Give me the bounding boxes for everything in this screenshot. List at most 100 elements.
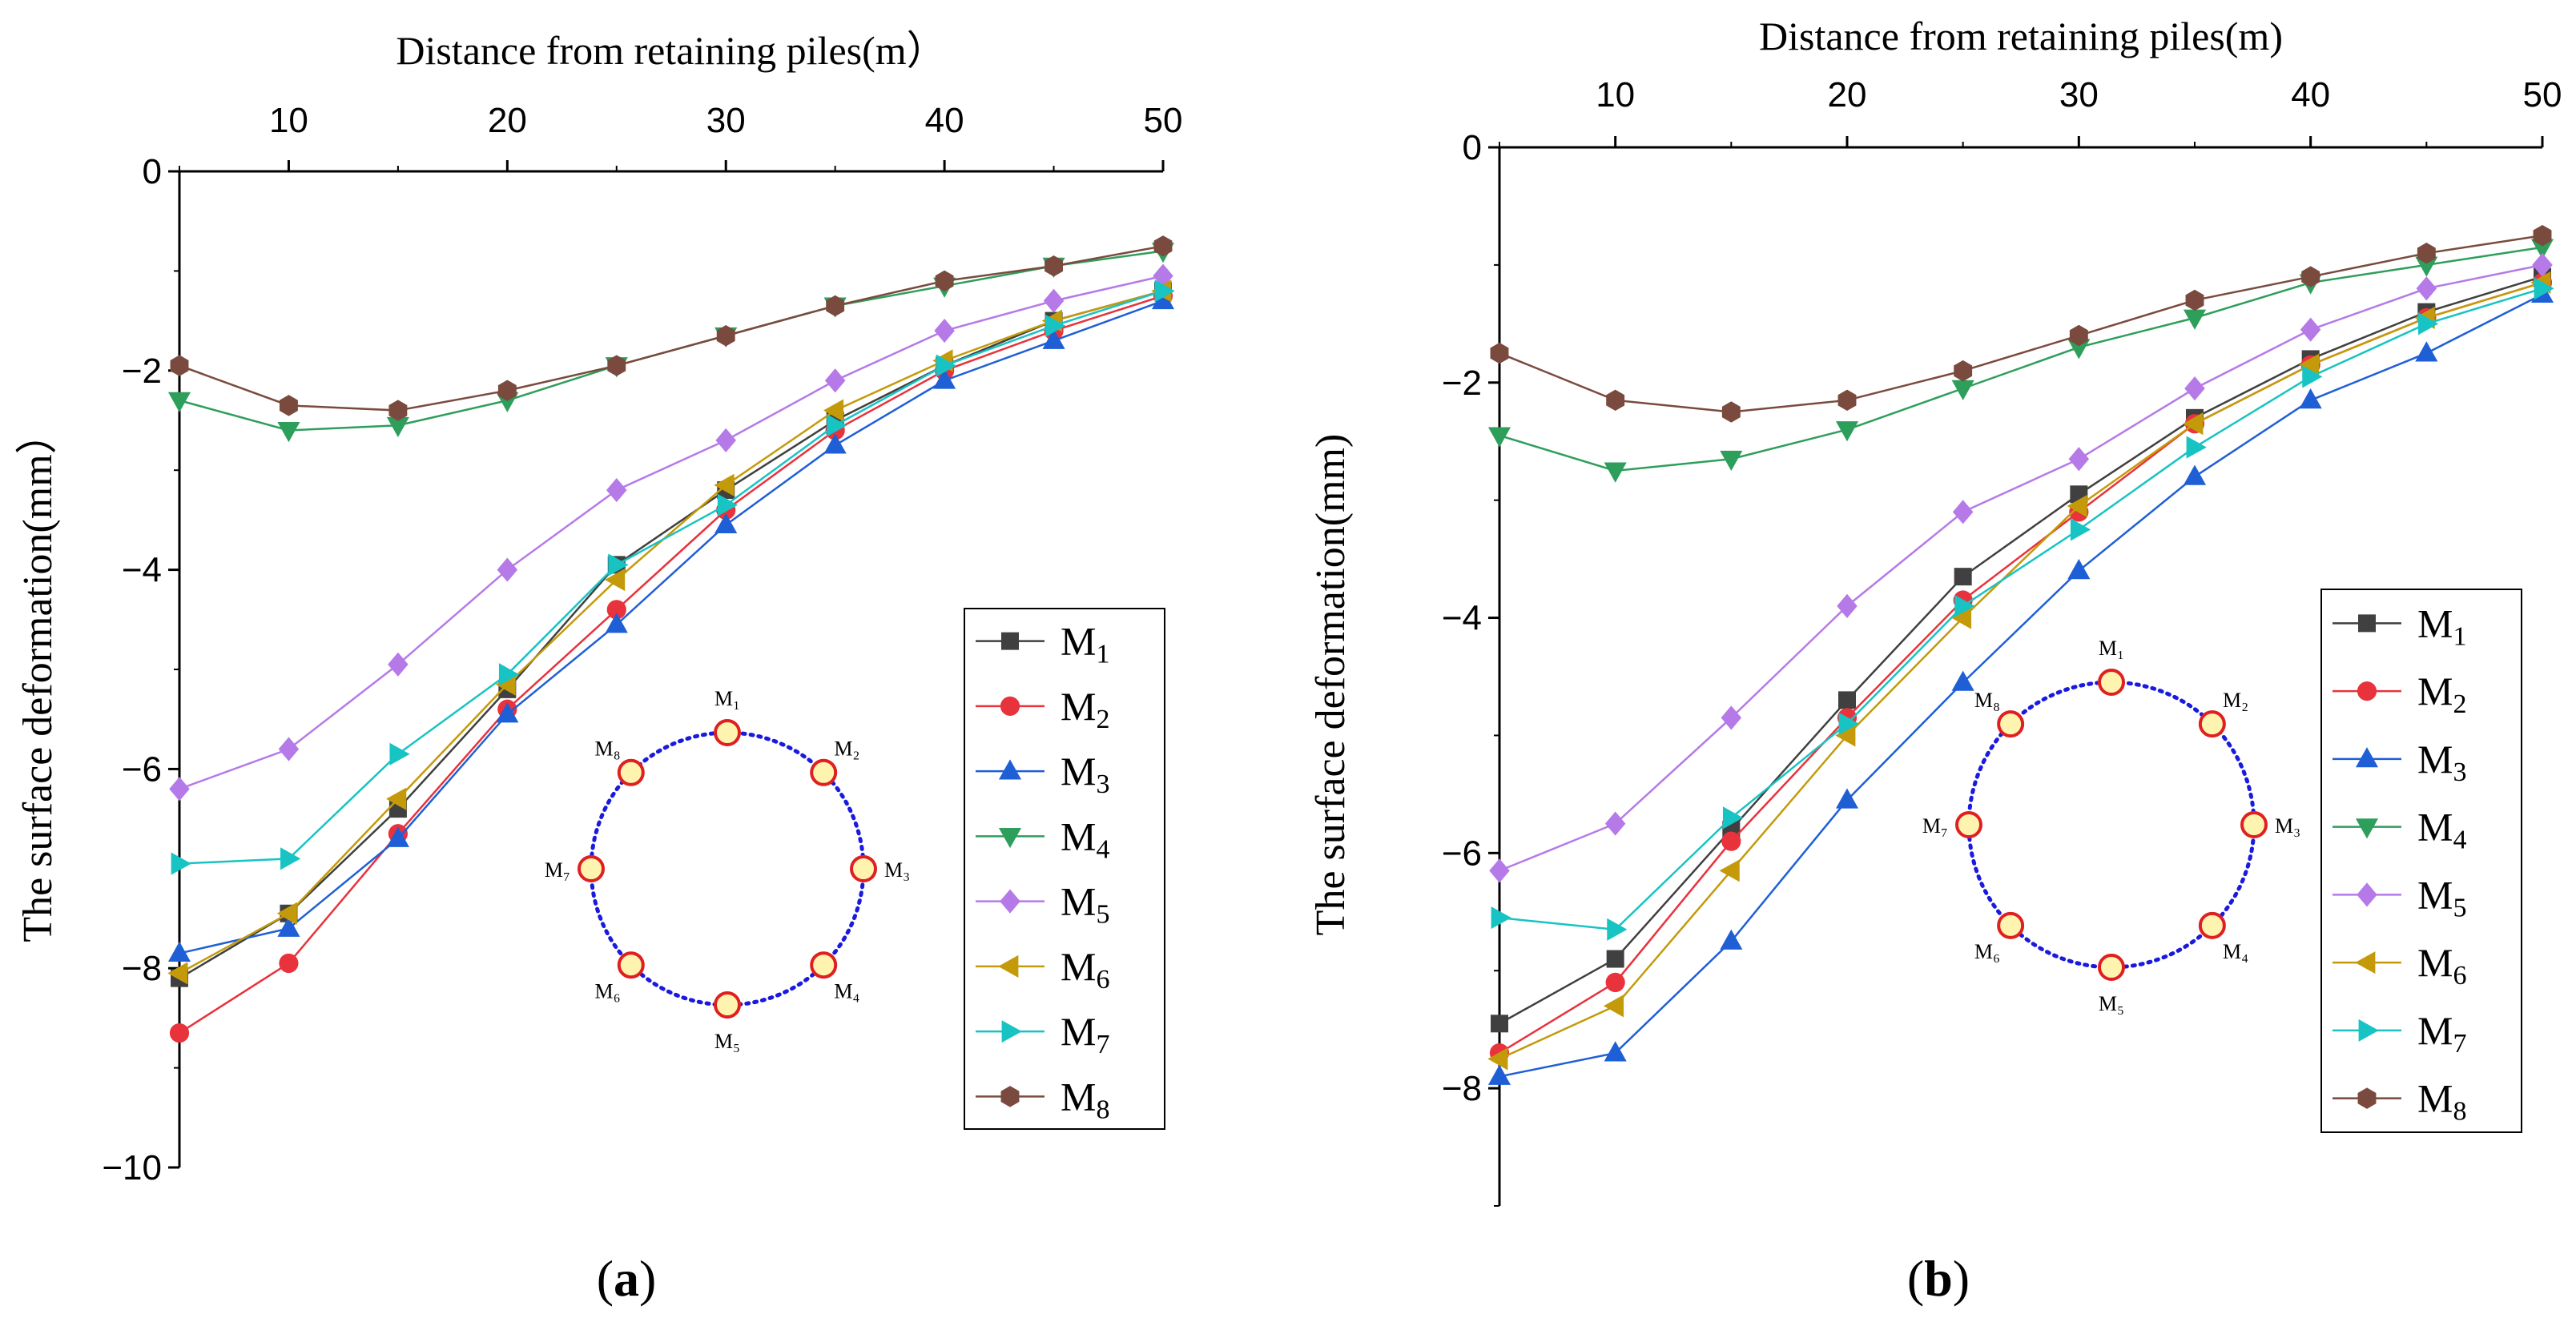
data-point-m5	[2184, 376, 2205, 401]
data-point-m8	[1954, 360, 1973, 382]
series-markers-m7	[171, 279, 1175, 875]
legend-label-sub: 8	[2453, 1097, 2466, 1127]
diagram-point-marker	[617, 951, 645, 979]
series-markers-m5	[1489, 252, 2553, 883]
legend-label-main: M	[2417, 940, 2453, 985]
legend-marker-m2	[2357, 681, 2377, 701]
y-tick-label: −6	[122, 749, 162, 789]
data-point-m6	[823, 399, 844, 422]
data-point-m7	[1954, 594, 1975, 617]
diagram-label: M₁	[714, 687, 740, 710]
legend-label: M7	[2417, 1008, 2466, 1059]
legend-label: M1	[1061, 619, 1109, 669]
data-point-m4	[167, 392, 191, 412]
chart-panel-a: 10 20 30 40 50 0 −2 −4 −6 −8 −10 Distance from reta…	[15, 28, 1183, 1307]
data-point-m8	[607, 355, 626, 376]
diagram-point-marker	[1997, 911, 2025, 939]
data-point-m7	[2417, 312, 2439, 336]
data-point-m6	[2183, 412, 2204, 436]
series-line-m6	[1499, 281, 2543, 1060]
data-point-m8	[279, 395, 298, 416]
data-point-m1	[1838, 691, 1856, 709]
data-point-m4	[277, 422, 300, 443]
legend-label: M8	[2417, 1076, 2466, 1127]
data-point-m3	[2299, 388, 2322, 409]
panel-caption-part: a	[614, 1250, 639, 1307]
legend-marker-m5	[2357, 882, 2377, 907]
series-markers-m3	[1487, 282, 2554, 1085]
legend-label-main: M	[1061, 1074, 1096, 1119]
data-point-m6	[1487, 1047, 1508, 1071]
diagram-label: M₇	[545, 858, 570, 882]
legend-marker-m3	[998, 759, 1022, 780]
diagram-label: M₆	[1974, 940, 2000, 963]
data-point-m3	[714, 512, 738, 534]
data-point-m4	[1720, 450, 1743, 472]
data-point-m6	[605, 568, 626, 592]
legend-label-sub: 6	[1096, 965, 1109, 995]
data-point-m8	[497, 380, 517, 401]
data-point-m5	[2068, 447, 2090, 472]
chart-b-svg: 10 20 30 40 50 0 −2 −4 −6 −8 Distance from retaini…	[1308, 14, 2562, 1307]
data-point-m8	[1044, 255, 1064, 277]
legend-label-main: M	[2417, 737, 2453, 782]
legend-label: M3	[2417, 737, 2466, 787]
data-point-m7	[498, 663, 520, 686]
diagram-label: M₆	[594, 979, 620, 1003]
legend-label-main: M	[2417, 872, 2453, 917]
legend-label-sub: 7	[2453, 1029, 2466, 1059]
diagram-label: M₈	[1974, 689, 2000, 712]
diagram-label: M₅	[2099, 992, 2124, 1015]
panel-caption-part: )	[639, 1250, 656, 1307]
data-point-m5	[169, 777, 190, 802]
panel-caption: (b)	[1907, 1250, 1970, 1307]
series-line-m6	[179, 290, 1164, 974]
diagram-point-marker	[2098, 954, 2125, 981]
position-diagram: M₁ M₂ M₃ M₄ M₅ M₆ M₇ M₈	[545, 687, 910, 1053]
data-point-m8	[170, 355, 189, 376]
x-axis-title: Distance from retaining piles(m）	[396, 28, 946, 73]
data-point-m6	[714, 473, 735, 496]
y-tick-label: −6	[1442, 834, 1482, 873]
diagram-point-marker	[714, 719, 741, 746]
diagram-point-marker	[2198, 911, 2226, 939]
data-point-m2	[1721, 831, 1741, 851]
y-tick-label: −2	[122, 352, 162, 391]
data-point-m4	[1951, 380, 1974, 400]
legend-marker-m3	[2355, 747, 2379, 768]
position-diagram: M₁ M₂ M₃ M₄ M₅ M₆ M₇ M₈	[1922, 637, 2300, 1015]
legend-marker-m7	[2358, 1019, 2379, 1042]
data-point-m4	[1835, 421, 1859, 442]
legend-label-sub: 1	[2453, 621, 2466, 651]
legend-label-sub: 2	[2453, 689, 2466, 719]
chart-a-svg: 10 20 30 40 50 0 −2 −4 −6 −8 −10 Distance from reta…	[15, 28, 1183, 1307]
data-point-m5	[1837, 593, 1858, 618]
diagram-label: M₁	[2099, 637, 2124, 660]
legend-label-main: M	[1061, 1009, 1096, 1054]
data-point-m5	[1604, 811, 1626, 836]
legend-marker-m8	[2357, 1087, 2377, 1109]
series-line-m8	[179, 245, 1164, 412]
legend-label: M4	[1061, 814, 1109, 864]
diagram-point-marker	[617, 758, 645, 786]
panel-caption: (a)	[597, 1250, 657, 1307]
data-point-m4	[1487, 427, 1511, 448]
data-point-m8	[1153, 235, 1173, 257]
legend-label: M5	[1061, 879, 1109, 930]
data-point-m6	[1719, 859, 1740, 882]
diagram-label: M₂	[2223, 689, 2248, 712]
data-point-m2	[1605, 972, 1625, 993]
data-point-m8	[2417, 242, 2436, 264]
data-point-m5	[715, 428, 736, 452]
x-tick-label: 40	[925, 101, 964, 140]
x-tick-label: 50	[1144, 101, 1183, 140]
data-point-m2	[169, 1023, 190, 1043]
series-markers-m5	[169, 263, 1173, 802]
series-line-m5	[1499, 263, 2543, 872]
diagram-label: M₃	[884, 858, 910, 882]
legend-marker-m8	[1000, 1086, 1020, 1107]
data-point-m4	[1604, 462, 1627, 483]
x-tick-label: 10	[269, 101, 308, 140]
diagram-label: M₂	[834, 737, 859, 761]
diagram-point-marker	[1997, 710, 2025, 738]
